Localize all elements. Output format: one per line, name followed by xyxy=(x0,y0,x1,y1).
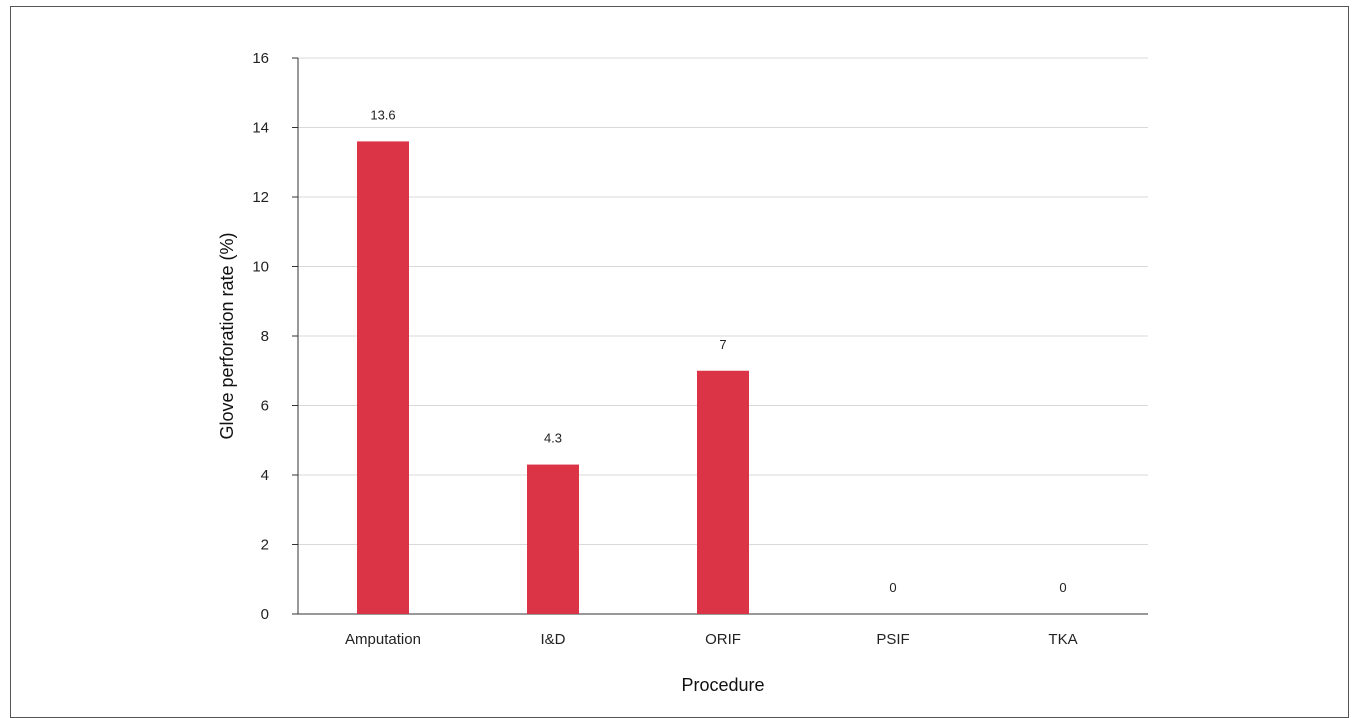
bars xyxy=(357,141,749,614)
x-tick-label: ORIF xyxy=(705,631,741,648)
bar-i-d xyxy=(527,464,579,614)
x-tick-label: TKA xyxy=(1048,631,1077,648)
data-labels: 13.6 4.3 7 0 0 xyxy=(370,107,1066,595)
bar-amputation xyxy=(357,141,409,614)
y-tick-label: 4 xyxy=(261,467,269,484)
data-label: 7 xyxy=(719,337,726,352)
y-axis-title: Glove perforation rate (%) xyxy=(217,232,237,439)
x-tick-labels: Amputation I&D ORIF PSIF TKA xyxy=(345,631,1078,648)
bar-orif xyxy=(697,370,749,614)
x-tick-label: Amputation xyxy=(345,631,421,648)
data-label: 0 xyxy=(889,580,896,595)
y-tick-label: 12 xyxy=(252,189,269,206)
chart-frame xyxy=(10,6,1349,718)
y-tick-label: 8 xyxy=(261,328,269,345)
y-tick-label: 14 xyxy=(252,120,269,137)
y-tick-label: 2 xyxy=(261,537,269,554)
y-tick-label: 6 xyxy=(261,398,269,415)
x-axis-title: Procedure xyxy=(681,675,764,695)
data-label: 13.6 xyxy=(370,107,395,122)
x-tick-label: PSIF xyxy=(876,631,909,648)
y-tick-label: 10 xyxy=(252,259,269,276)
gridlines xyxy=(298,57,1148,545)
y-tick-label: 0 xyxy=(261,606,269,623)
data-label: 0 xyxy=(1059,580,1066,595)
y-tick-labels: 0 2 4 6 8 10 12 14 16 xyxy=(252,50,298,623)
y-tick-label: 16 xyxy=(252,50,269,67)
x-tick-label: I&D xyxy=(540,631,565,648)
data-label: 4.3 xyxy=(544,431,562,446)
